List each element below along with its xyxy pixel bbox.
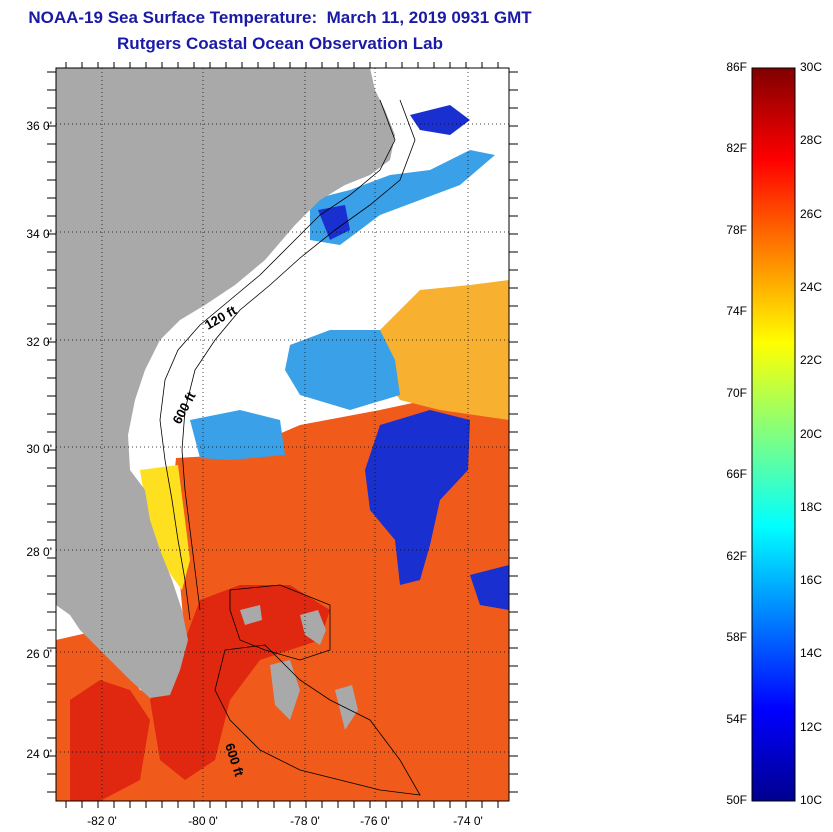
- bahamas-island-1: [300, 610, 326, 645]
- offshore-warm-band: [380, 280, 509, 420]
- celsius-label: 28C: [800, 133, 823, 148]
- map-layers: [56, 68, 509, 801]
- fahrenheit-label: 74F: [726, 304, 747, 319]
- map-ticks: [47, 62, 518, 808]
- land-southeast-us: [56, 68, 395, 698]
- celsius-label: 26C: [800, 206, 823, 221]
- lon-label-82: -82 0': [87, 814, 117, 828]
- lat-label-26: 26 0': [26, 647, 52, 661]
- celsius-label: 10C: [800, 793, 823, 807]
- bahamas-island-3: [335, 685, 358, 730]
- contour-bahamas: [229, 584, 331, 661]
- shelf-cool-water: [285, 330, 400, 410]
- lat-label-34: 34 0': [26, 227, 52, 241]
- celsius-label: 14C: [800, 646, 823, 661]
- lon-label-74: -74 0': [453, 814, 483, 828]
- celsius-label: 12C: [800, 719, 823, 734]
- fahrenheit-label: 62F: [726, 548, 747, 563]
- lat-label-32: 32 0': [26, 335, 52, 349]
- fahrenheit-label: 58F: [726, 630, 747, 645]
- map-subtitle: Rutgers Coastal Ocean Observation Lab: [117, 34, 443, 53]
- celsius-label: 24C: [800, 279, 823, 294]
- cold-patch-carolina: [318, 205, 350, 240]
- coastal-mild-water: [140, 465, 190, 590]
- map-title: NOAA-19 Sea Surface Temperature: March 1…: [28, 8, 532, 27]
- celsius-label: 30C: [800, 60, 823, 74]
- fahrenheit-label: 66F: [726, 467, 747, 482]
- contour-600ft: [181, 99, 416, 611]
- cold-patch-east: [365, 410, 470, 585]
- celsius-label: 16C: [800, 573, 823, 588]
- celsius-label: 22C: [800, 353, 823, 368]
- lon-label-78: -78 0': [290, 814, 320, 828]
- contour-120ft: [159, 99, 396, 621]
- cold-patch-southeast: [470, 565, 509, 610]
- celsius-label: 20C: [800, 426, 823, 441]
- lat-label-28: 28 0': [26, 545, 52, 559]
- lon-label-76: -76 0': [360, 814, 390, 828]
- lat-label-30: 30 0': [26, 442, 52, 456]
- lat-label-24: 24 0': [26, 747, 52, 761]
- lat-label-36: 36 0': [26, 119, 52, 133]
- fahrenheit-label: 54F: [726, 711, 747, 726]
- temperature-colorbar: [751, 67, 796, 802]
- bahamas-island-2: [270, 660, 300, 720]
- northern-cool-streak: [310, 150, 495, 245]
- bahamas-island-4: [240, 605, 262, 625]
- fahrenheit-label: 50F: [726, 793, 747, 807]
- fahrenheit-label: 82F: [726, 141, 747, 156]
- map-frame: [55, 67, 510, 802]
- celsius-label: 18C: [800, 499, 823, 514]
- coastal-cool-strip: [190, 410, 285, 460]
- gulf-stream-core: [150, 585, 330, 780]
- cold-patch-north: [410, 105, 470, 135]
- fahrenheit-label: 70F: [726, 385, 747, 400]
- lon-label-80: -80 0': [188, 814, 218, 828]
- fahrenheit-label: 78F: [726, 222, 747, 237]
- southwest-hot-patch: [70, 680, 150, 801]
- fahrenheit-label: 86F: [726, 60, 747, 74]
- contour-bahamas-south: [214, 644, 421, 796]
